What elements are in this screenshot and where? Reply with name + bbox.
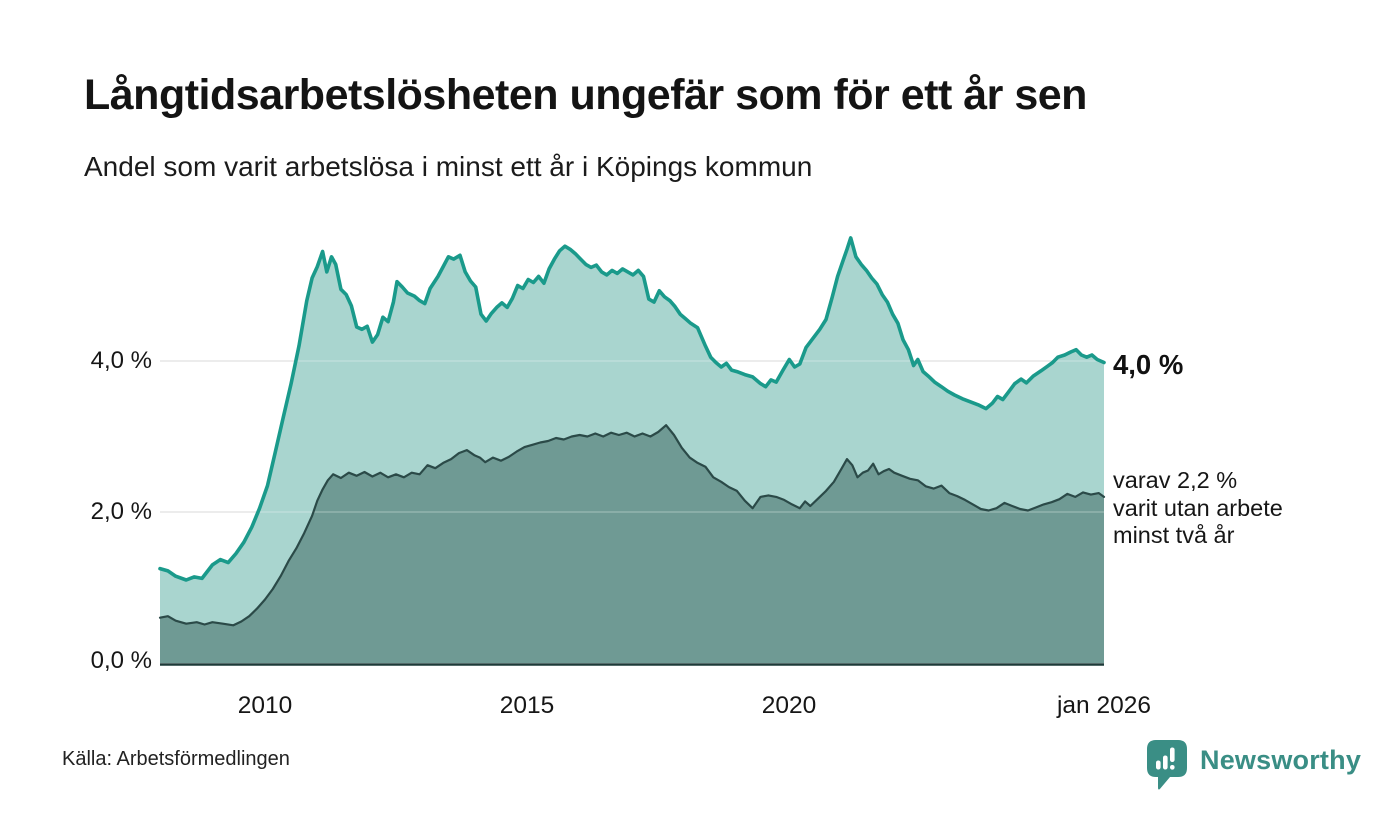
line-min-two-years bbox=[158, 424, 1106, 627]
y-axis-tick-2: 2,0 % bbox=[90, 498, 152, 525]
line-min-one-year bbox=[158, 236, 1106, 582]
latest-value-label: 4,0 % bbox=[1113, 349, 1184, 380]
y-axis-tick-0: 0,0 % bbox=[90, 647, 152, 674]
x-axis-tick-2010: 2010 bbox=[237, 692, 293, 719]
x-axis-tick-jan-2026: jan 2026 bbox=[1056, 692, 1152, 719]
annotation-line-2: varit utan arbete bbox=[1113, 494, 1283, 521]
page-subtitle: Andel som varit arbetslösa i minst ett å… bbox=[84, 151, 813, 182]
y-axis-tick-4: 4,0 % bbox=[90, 347, 152, 374]
page-title: Långtidsarbetslösheten ungefär som för e… bbox=[84, 71, 1087, 119]
bar-chart-exclamation-glyph bbox=[1156, 747, 1175, 770]
annotation-line-1: varav 2,2 % bbox=[1113, 467, 1238, 493]
series-two-years-label: varav 2,2 % varit utan arbete minst två … bbox=[1113, 467, 1283, 550]
source-credit: Källa: Arbetsförmedlingen bbox=[62, 748, 290, 770]
x-axis-tick-2020: 2020 bbox=[761, 692, 817, 719]
brand-wordmark: Newsworthy bbox=[1200, 745, 1362, 775]
newsworthy-logo: Newsworthy bbox=[1146, 739, 1361, 791]
annotation-line-3: minst två år bbox=[1113, 522, 1235, 548]
newsworthy-bubble-icon bbox=[1147, 740, 1187, 790]
x-axis-tick-2015: 2015 bbox=[499, 692, 555, 719]
area-min-two-years bbox=[160, 425, 1104, 663]
